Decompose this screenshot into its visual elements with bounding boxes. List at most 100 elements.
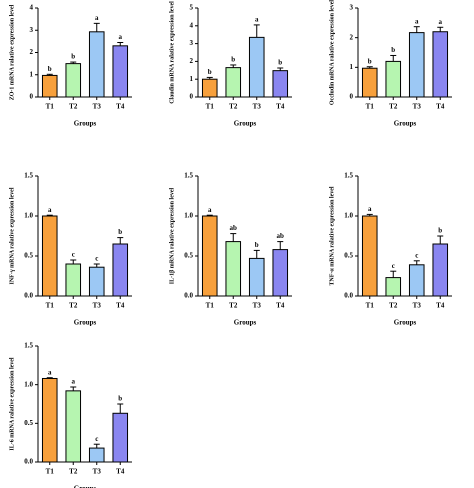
x-tick-label: T1 bbox=[46, 302, 55, 310]
significance-letter: b bbox=[278, 59, 282, 67]
y-tick-label: 1.0 bbox=[24, 380, 33, 388]
y-tick-label: 0 bbox=[350, 93, 354, 101]
bar bbox=[385, 60, 402, 98]
bar bbox=[65, 390, 82, 463]
x-axis-label: Groups bbox=[394, 120, 417, 128]
bar bbox=[88, 266, 105, 297]
y-tick-label: 0 bbox=[190, 93, 194, 101]
y-tick-label: 1 bbox=[30, 70, 34, 78]
y-tick-label: 0.0 bbox=[184, 292, 193, 300]
x-tick-label: T1 bbox=[366, 302, 375, 310]
y-tick-label: 2 bbox=[190, 57, 194, 65]
x-axis-label: Groups bbox=[394, 319, 417, 327]
x-tick-label: T1 bbox=[46, 468, 55, 476]
bar bbox=[385, 277, 402, 297]
y-tick-label: 1.5 bbox=[24, 342, 33, 350]
bar bbox=[65, 263, 82, 297]
x-axis-label: Groups bbox=[74, 485, 97, 488]
significance-letter: b bbox=[48, 65, 52, 73]
x-tick-label: T3 bbox=[93, 302, 102, 310]
y-tick-label: 0.0 bbox=[24, 292, 33, 300]
significance-letter: b bbox=[118, 228, 122, 236]
significance-letter: a bbox=[48, 368, 52, 376]
y-tick-label: 0.0 bbox=[344, 292, 353, 300]
y-tick-label: 0.0 bbox=[24, 458, 33, 466]
significance-letter: a bbox=[439, 18, 443, 26]
significance-letter: ab bbox=[277, 232, 285, 240]
bar bbox=[41, 74, 58, 98]
significance-letter: a bbox=[208, 206, 212, 214]
y-tick-label: 1.5 bbox=[184, 172, 193, 180]
bar bbox=[248, 36, 265, 98]
bar bbox=[225, 67, 242, 98]
significance-letter: c bbox=[95, 435, 98, 443]
bar bbox=[272, 249, 289, 297]
x-tick-label: T1 bbox=[206, 103, 215, 111]
bar bbox=[201, 78, 218, 98]
bar bbox=[201, 215, 218, 297]
y-tick-label: 3 bbox=[350, 4, 354, 12]
x-axis-label: Groups bbox=[74, 120, 97, 128]
y-tick-label: 1.0 bbox=[24, 212, 33, 220]
y-tick-label: 4 bbox=[30, 4, 34, 12]
x-tick-label: T2 bbox=[69, 103, 78, 111]
significance-letter: c bbox=[72, 251, 75, 259]
y-tick-label: 1 bbox=[350, 63, 354, 71]
y-axis-label: TNF-α mRNA ralative expression level bbox=[329, 186, 335, 286]
x-tick-label: T1 bbox=[366, 103, 375, 111]
x-tick-label: T3 bbox=[93, 468, 102, 476]
y-tick-label: 0.5 bbox=[24, 252, 33, 260]
significance-letter: a bbox=[119, 33, 123, 41]
bar bbox=[361, 215, 378, 297]
y-tick-label: 5 bbox=[190, 4, 194, 12]
x-tick-label: T1 bbox=[206, 302, 215, 310]
significance-letter: a bbox=[368, 205, 372, 213]
bar bbox=[432, 31, 449, 98]
significance-letter: a bbox=[95, 14, 99, 22]
y-tick-label: 2 bbox=[350, 33, 354, 41]
significance-letter: b bbox=[71, 53, 75, 61]
y-axis-label: INF-γ mRNA ralative expression level bbox=[9, 187, 15, 284]
x-tick-label: T2 bbox=[389, 302, 398, 310]
bar bbox=[41, 377, 58, 463]
x-tick-label: T3 bbox=[253, 302, 262, 310]
y-tick-label: 3 bbox=[190, 39, 194, 47]
y-axis-label: Claudin mRNA ralative expression level bbox=[169, 1, 175, 104]
x-tick-label: T3 bbox=[253, 103, 262, 111]
x-tick-label: T2 bbox=[229, 103, 238, 111]
x-tick-label: T2 bbox=[69, 468, 78, 476]
bar bbox=[41, 215, 58, 297]
significance-letter: b bbox=[231, 56, 235, 64]
significance-letter: b bbox=[368, 57, 372, 65]
x-tick-label: T4 bbox=[116, 468, 125, 476]
y-axis-label: ZO-1 mRNA ralative expression level bbox=[9, 4, 15, 100]
x-tick-label: T4 bbox=[116, 302, 125, 310]
bar bbox=[112, 412, 129, 463]
y-tick-label: 0 bbox=[30, 93, 34, 101]
y-tick-label: 3 bbox=[30, 26, 34, 34]
bar bbox=[112, 243, 129, 297]
bar bbox=[88, 447, 105, 463]
y-tick-label: 1.5 bbox=[344, 172, 353, 180]
x-tick-label: T4 bbox=[436, 302, 445, 310]
y-tick-label: 1.5 bbox=[24, 172, 33, 180]
y-axis-label: IL-1β mRNA ralative expression level bbox=[169, 187, 175, 284]
x-tick-label: T2 bbox=[229, 302, 238, 310]
bar bbox=[65, 63, 82, 98]
significance-letter: a bbox=[48, 206, 52, 214]
significance-letter: b bbox=[255, 241, 259, 249]
y-axis-label: Occludin mRNA ralative expression level bbox=[329, 0, 335, 105]
x-tick-label: T1 bbox=[46, 103, 55, 111]
y-tick-label: 0.5 bbox=[184, 252, 193, 260]
significance-letter: b bbox=[118, 395, 122, 403]
x-tick-label: T4 bbox=[116, 103, 125, 111]
x-tick-label: T3 bbox=[413, 302, 422, 310]
y-tick-label: 0.5 bbox=[344, 252, 353, 260]
y-axis-label: IL-6 mRNA ralative expression level bbox=[9, 357, 15, 451]
significance-letter: b bbox=[391, 46, 395, 54]
bar bbox=[408, 264, 425, 297]
x-axis-label: Groups bbox=[234, 319, 257, 327]
bar bbox=[361, 67, 378, 98]
x-tick-label: T3 bbox=[93, 103, 102, 111]
significance-letter: b bbox=[208, 68, 212, 76]
